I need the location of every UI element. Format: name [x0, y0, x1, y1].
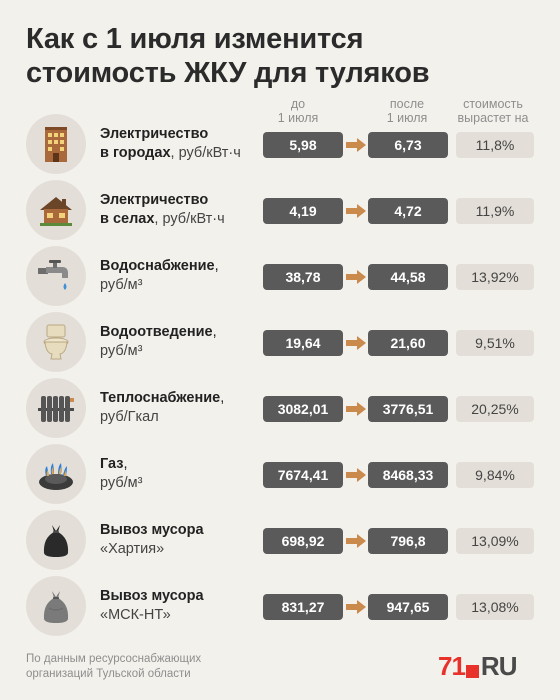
- table-row: Водоотведение, руб/м³ 19,64 21,60 9,51%: [0, 312, 560, 374]
- value-rise: 13,09%: [456, 528, 534, 554]
- value-before: 698,92: [263, 528, 343, 554]
- value-after: 21,60: [368, 330, 448, 356]
- value-before: 3082,01: [263, 396, 343, 422]
- page-title: Как с 1 июля изменится стоимость ЖКУ для…: [26, 22, 546, 90]
- value-before: 5,98: [263, 132, 343, 158]
- arrow-right-icon: [346, 138, 366, 152]
- apartment-building-icon: [45, 127, 67, 162]
- arrow-right-icon: [346, 402, 366, 416]
- table-row: Водоснабжение, руб/м³ 38,78 44,58 13,92%: [0, 246, 560, 308]
- value-after: 4,72: [368, 198, 448, 224]
- column-header-after: после 1 июля: [386, 97, 428, 125]
- table-row: Электричество в городах, руб/кВт·ч 5,98 …: [0, 114, 560, 176]
- value-after: 44,58: [368, 264, 448, 290]
- value-after: 947,65: [368, 594, 448, 620]
- value-rise: 11,8%: [456, 132, 534, 158]
- table-row: Электричество в селах, руб/кВт·ч 4,19 4,…: [0, 180, 560, 242]
- title-line-1: Как с 1 июля изменится: [26, 23, 364, 55]
- value-before: 7674,41: [263, 462, 343, 488]
- logo-square-icon: [465, 665, 479, 678]
- value-after: 796,8: [368, 528, 448, 554]
- gas-burner-icon: [39, 463, 73, 490]
- title-line-2: стоимость ЖКУ для туляков: [26, 57, 430, 89]
- arrow-right-icon: [346, 336, 366, 350]
- arrow-right-icon: [346, 270, 366, 284]
- value-rise: 11,9%: [456, 198, 534, 224]
- value-rise: 13,08%: [456, 594, 534, 620]
- village-house-icon: [40, 197, 72, 226]
- value-rise: 9,51%: [456, 330, 534, 356]
- gray-trash-bag-icon: [43, 591, 69, 623]
- toilet-icon: [43, 324, 69, 360]
- arrow-right-icon: [346, 600, 366, 614]
- value-after: 8468,33: [368, 462, 448, 488]
- site-logo[interactable]: 71 RU: [438, 651, 517, 681]
- value-before: 4,19: [263, 198, 343, 224]
- table-row: Вывоз мусора «МСК-НТ» 831,27 947,65 13,0…: [0, 576, 560, 638]
- arrow-right-icon: [346, 204, 366, 218]
- arrow-right-icon: [346, 468, 366, 482]
- source-note: По данным ресурсоснабжающих организаций …: [26, 653, 202, 680]
- value-rise: 13,92%: [456, 264, 534, 290]
- arrow-right-icon: [346, 534, 366, 548]
- value-before: 19,64: [263, 330, 343, 356]
- black-trash-bag-icon: [43, 525, 69, 557]
- value-rise: 9,84%: [456, 462, 534, 488]
- value-before: 38,78: [263, 264, 343, 290]
- value-after: 6,73: [368, 132, 448, 158]
- value-after: 3776,51: [368, 396, 448, 422]
- table-row: Теплоснабжение, руб/Гкал 3082,01 3776,51…: [0, 378, 560, 440]
- radiator-icon: [38, 396, 74, 422]
- value-rise: 20,25%: [456, 396, 534, 422]
- water-tap-icon: [38, 260, 68, 290]
- table-row: Газ, руб/м³ 7674,41 8468,33 9,84%: [0, 444, 560, 506]
- table-row: Вывоз мусора «Хартия» 698,92 796,8 13,09…: [0, 510, 560, 572]
- value-before: 831,27: [263, 594, 343, 620]
- column-header-rise: стоимость вырастет на: [457, 97, 529, 125]
- column-header-before: до 1 июля: [277, 97, 319, 125]
